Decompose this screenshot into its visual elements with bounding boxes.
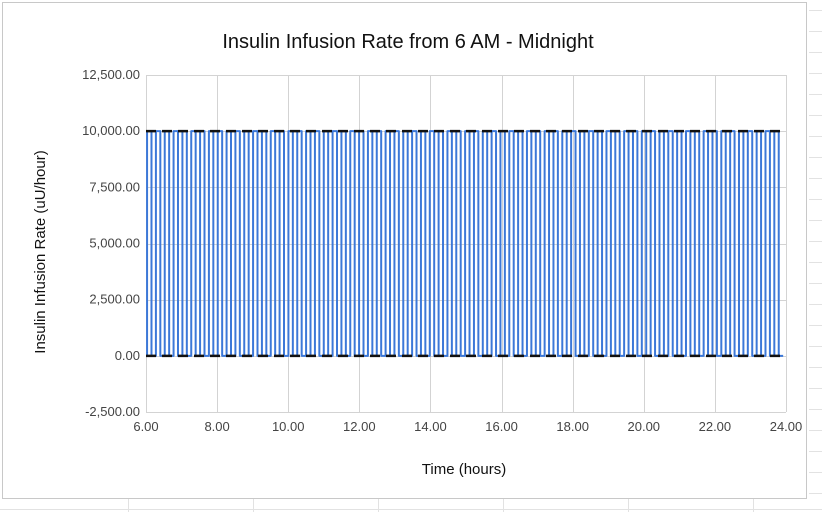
x-tick-label: 8.00 — [204, 419, 229, 434]
y-tick-label: 2,500.00 — [89, 292, 140, 307]
chart-container[interactable]: -2,500.00 0.00 2,500.00 5,000.00 7,500.00 10,… — [2, 2, 807, 499]
x-tick-label: 20.00 — [628, 419, 661, 434]
x-tick-label: 22.00 — [699, 419, 732, 434]
x-tick-label: 10.00 — [272, 419, 305, 434]
y-tick-label: 7,500.00 — [89, 179, 140, 194]
y-axis-title: Insulin Infusion Rate (uU/hour) — [32, 150, 49, 353]
series-line — [146, 130, 784, 357]
chart-title: Insulin Infusion Rate from 6 AM - Midnig… — [222, 31, 594, 53]
y-tick-label: 10,000.00 — [82, 123, 140, 138]
x-tick-label: 14.00 — [414, 419, 447, 434]
x-tick-label: 6.00 — [133, 419, 158, 434]
y-tick-label: 12,500.00 — [82, 67, 140, 82]
y-tick-label: 0.00 — [115, 348, 140, 363]
x-axis-title: Time (hours) — [422, 461, 506, 478]
x-tick-label: 24.00 — [770, 419, 803, 434]
tick-labels: -2,500.00 0.00 2,500.00 5,000.00 7,500.00 10,… — [82, 67, 802, 434]
x-tick-label: 18.00 — [556, 419, 589, 434]
y-tick-label: -2,500.00 — [85, 404, 140, 419]
series-layer — [146, 130, 784, 357]
y-tick-label: 5,000.00 — [89, 236, 140, 251]
reference-lines — [146, 129, 786, 358]
x-tick-label: 16.00 — [485, 419, 518, 434]
chart-canvas: -2,500.00 0.00 2,500.00 5,000.00 7,500.00 10,… — [32, 31, 802, 478]
x-tick-label: 12.00 — [343, 419, 376, 434]
